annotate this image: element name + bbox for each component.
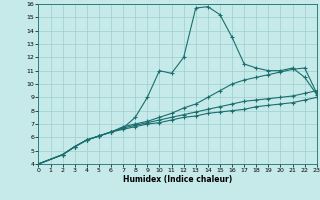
X-axis label: Humidex (Indice chaleur): Humidex (Indice chaleur) <box>123 175 232 184</box>
